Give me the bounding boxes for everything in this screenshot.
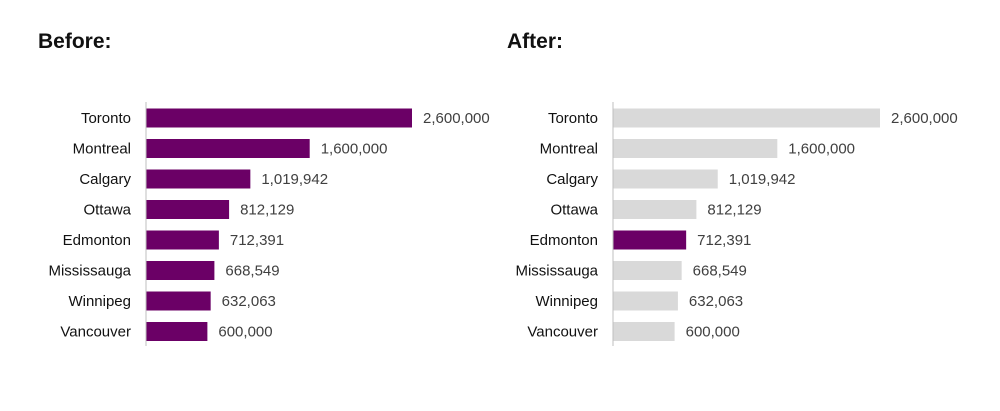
- value-label-before-7: 600,000: [218, 324, 272, 341]
- bar-before-1: [146, 139, 310, 158]
- value-label-before-4: 712,391: [230, 232, 284, 249]
- category-label-before-7: Vancouver: [60, 324, 131, 341]
- bar-after-2: [613, 169, 718, 189]
- category-label-before-3: Ottawa: [83, 202, 131, 219]
- value-label-after-2: 1,019,942: [729, 171, 796, 188]
- value-label-after-4: 712,391: [697, 232, 751, 249]
- chart-title-after: After:: [507, 30, 563, 53]
- category-label-before-6: Winnipeg: [68, 293, 131, 310]
- bar-before-7: [146, 322, 208, 341]
- value-label-after-1: 1,600,000: [788, 141, 855, 158]
- value-label-before-5: 668,549: [225, 263, 279, 280]
- category-label-after-4: Edmonton: [530, 232, 598, 249]
- category-label-after-0: Toronto: [548, 110, 598, 127]
- bar-after-7: [613, 322, 675, 341]
- value-label-after-6: 632,063: [689, 293, 743, 310]
- bar-after-4: [613, 230, 687, 250]
- category-label-before-5: Mississauga: [48, 263, 131, 280]
- value-label-before-0: 2,600,000: [423, 110, 490, 127]
- bar-before-3: [146, 200, 230, 219]
- bar-after-1: [613, 139, 778, 158]
- category-label-before-1: Montreal: [73, 141, 131, 158]
- value-label-before-3: 812,129: [240, 202, 294, 219]
- category-label-after-5: Mississauga: [515, 263, 598, 280]
- value-label-after-0: 2,600,000: [891, 110, 958, 127]
- chart-title-before: Before:: [38, 30, 112, 53]
- category-label-before-0: Toronto: [81, 110, 131, 127]
- category-label-after-3: Ottawa: [550, 202, 598, 219]
- value-label-before-2: 1,019,942: [261, 171, 328, 188]
- category-label-after-2: Calgary: [546, 171, 598, 188]
- bar-after-5: [613, 261, 682, 280]
- category-label-after-1: Montreal: [540, 141, 598, 158]
- value-label-after-3: 812,129: [707, 202, 761, 219]
- bar-before-0: [146, 108, 412, 128]
- bar-after-3: [613, 200, 697, 219]
- bar-before-4: [146, 230, 219, 250]
- bar-before-5: [146, 261, 215, 280]
- category-label-before-2: Calgary: [79, 171, 131, 188]
- value-label-before-1: 1,600,000: [321, 141, 388, 158]
- category-label-after-7: Vancouver: [527, 324, 598, 341]
- bar-after-0: [613, 108, 880, 128]
- value-label-after-7: 600,000: [686, 324, 740, 341]
- bar-before-2: [146, 169, 251, 189]
- category-label-before-4: Edmonton: [63, 232, 131, 249]
- bar-after-6: [613, 291, 678, 311]
- bar-before-6: [146, 291, 211, 311]
- category-label-after-6: Winnipeg: [535, 293, 598, 310]
- value-label-before-6: 632,063: [222, 293, 276, 310]
- value-label-after-5: 668,549: [693, 263, 747, 280]
